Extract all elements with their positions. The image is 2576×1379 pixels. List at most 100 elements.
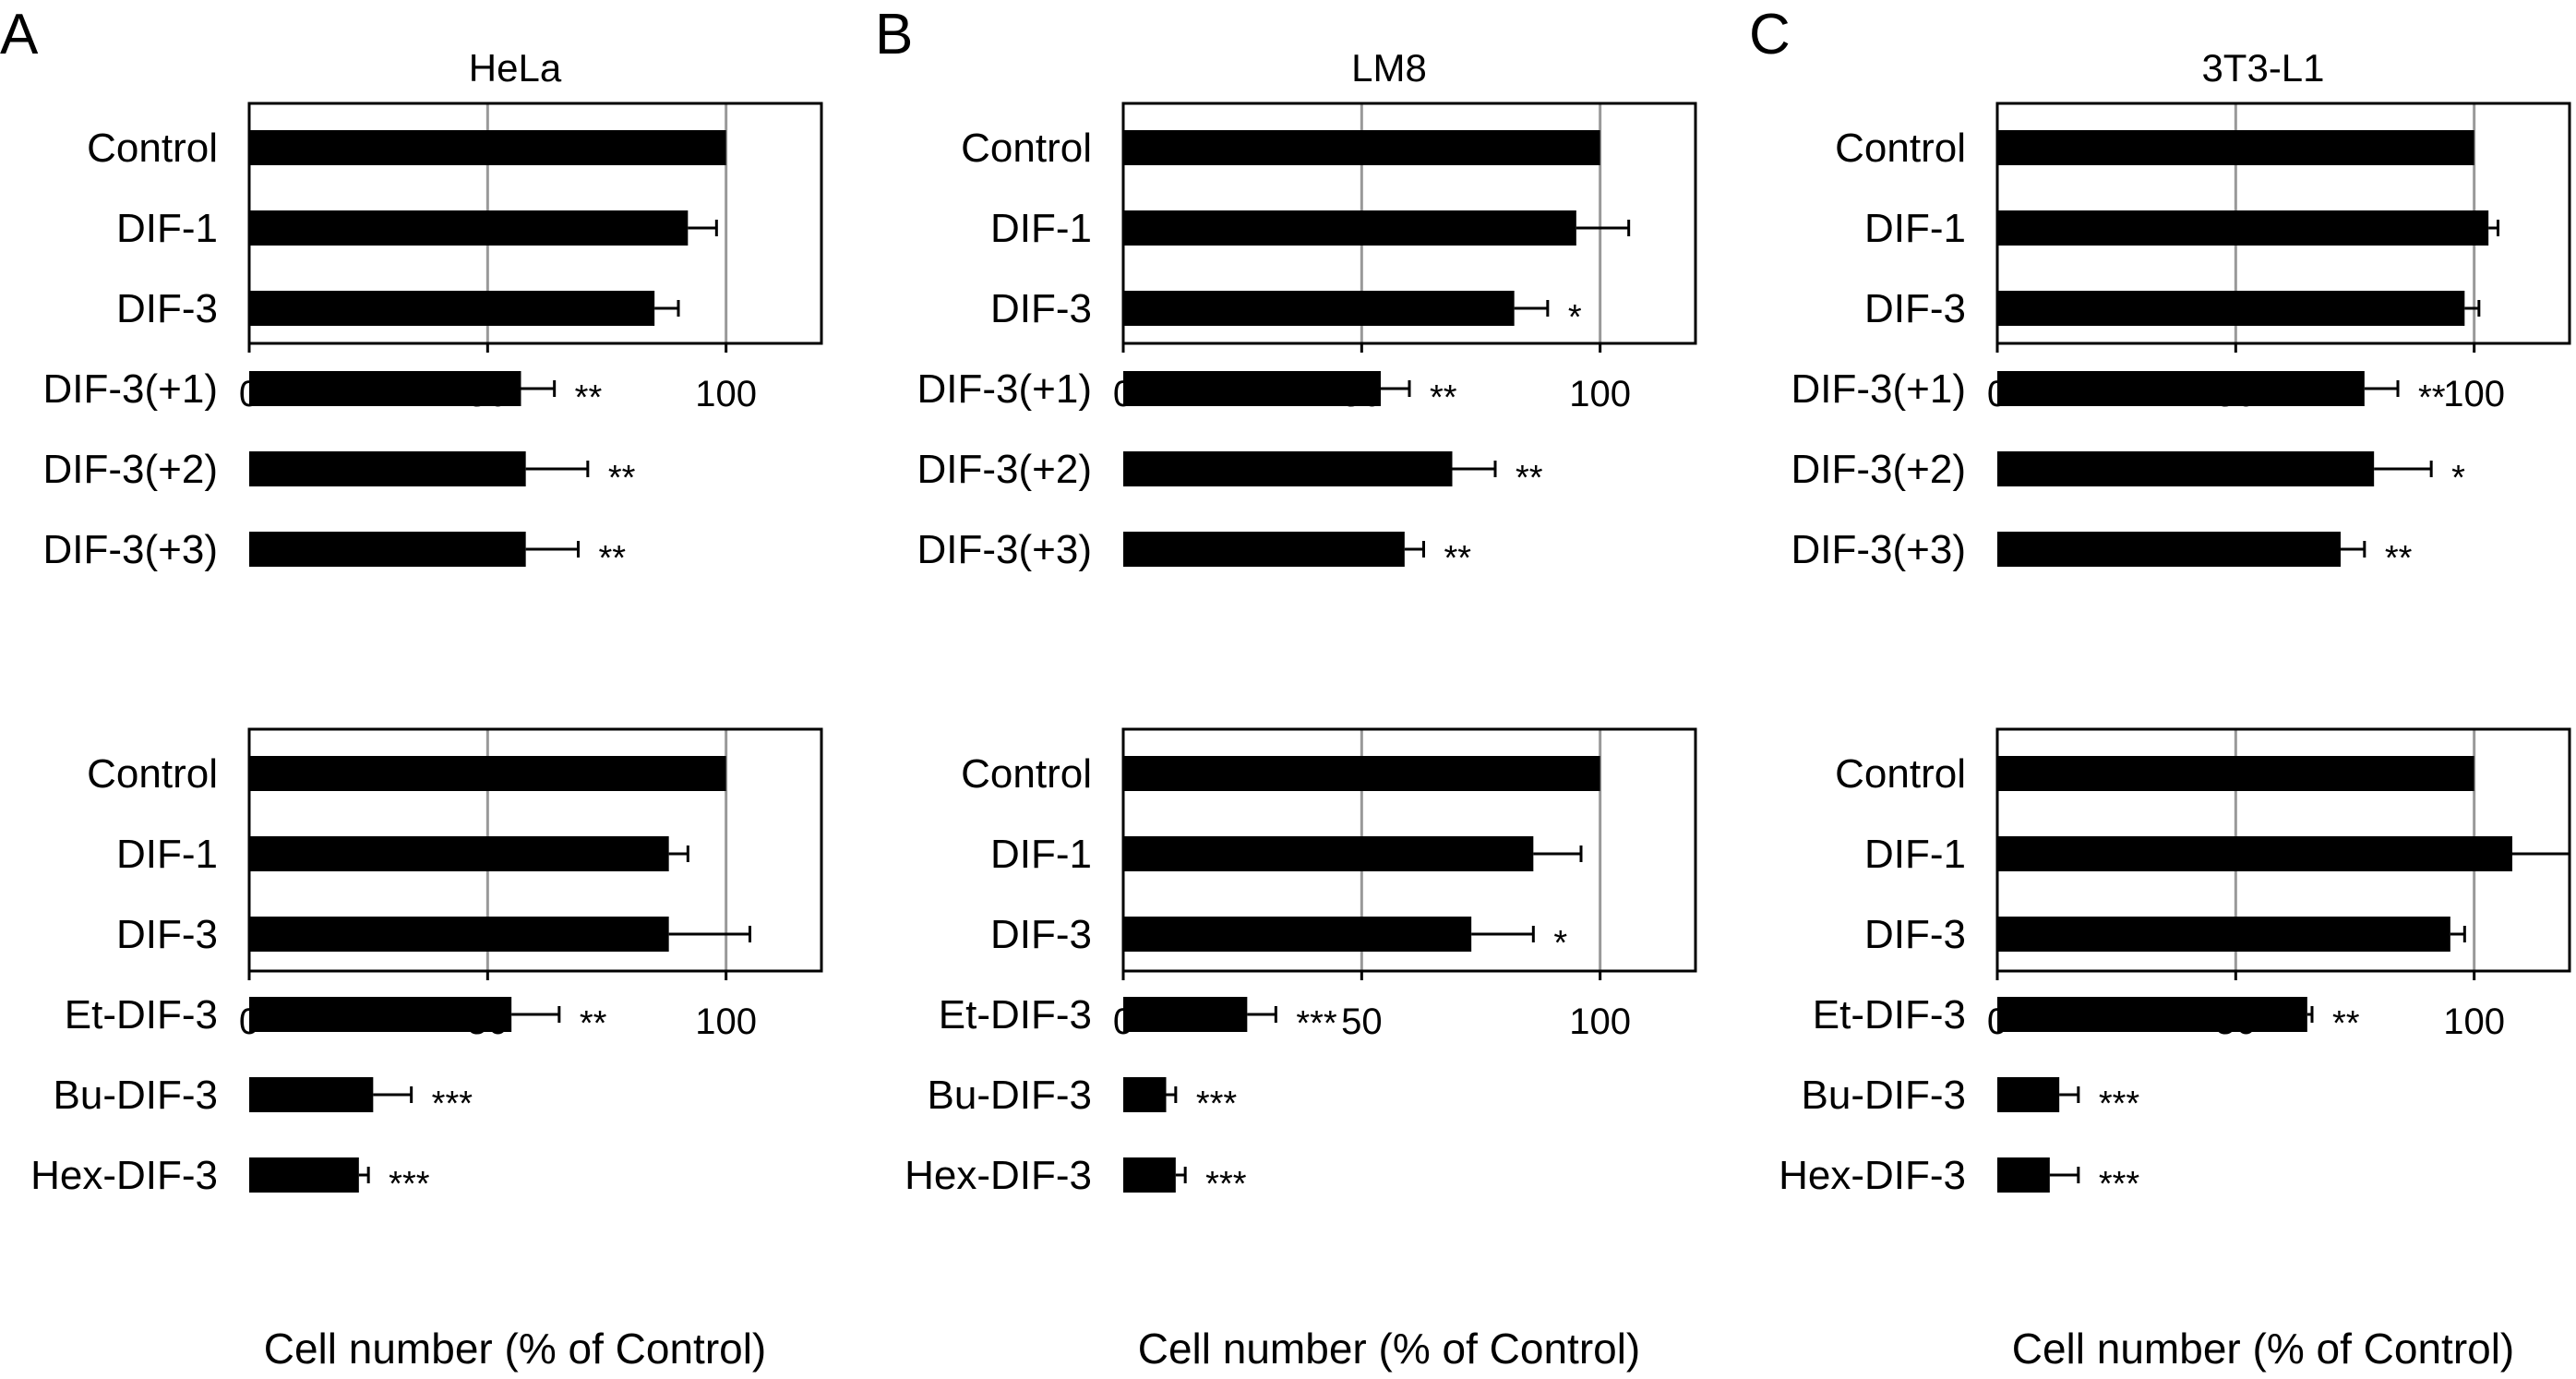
significance-p1-dif-3-2: **: [608, 459, 636, 498]
x-axis-title-b: Cell number (% of Control): [1138, 1325, 1641, 1373]
category-label-p5-dif-3: DIF-3: [990, 912, 1092, 957]
category-label-p4-et-dif-3: Et-DIF-3: [65, 992, 218, 1037]
bar-p5-et-dif-3: [1123, 997, 1247, 1032]
bar-p2-dif-3-2: [1123, 451, 1453, 486]
x-axis-titles: Cell number (% of Control) Cell number (…: [264, 1325, 2515, 1373]
category-label-p1-dif-3: DIF-3: [116, 286, 218, 331]
category-label-p3-dif-3-1: DIF-3(+1): [1791, 366, 1966, 412]
tick-label-p4-0: 0: [239, 1001, 259, 1042]
significance-p2-dif-3-3: **: [1444, 539, 1472, 578]
category-label-p4-dif-1: DIF-1: [116, 832, 218, 877]
bar-p6-bu-dif-3: [1997, 1077, 2059, 1112]
chart-p6: ControlDIF-1DIF-3Et-DIF-3**Bu-DIF-3***He…: [1779, 729, 2570, 1204]
category-label-p2-dif-3-3: DIF-3(+3): [917, 527, 1092, 572]
significance-p2-dif-3: *: [1568, 298, 1582, 337]
tick-label-p2-50: 50: [1341, 374, 1383, 414]
bar-p1-dif-3: [249, 291, 654, 326]
significance-p6-bu-dif-3: ***: [2099, 1085, 2140, 1123]
category-label-p2-dif-1: DIF-1: [990, 206, 1092, 251]
cell-line-title-hela: HeLa: [469, 46, 562, 90]
bar-p2-dif-3-3: [1123, 532, 1405, 567]
bar-p5-dif-1: [1123, 836, 1533, 871]
bar-p2-dif-1: [1123, 210, 1576, 246]
panel-letter-c: C: [1749, 3, 1791, 66]
bar-p3-dif-3-2: [1997, 451, 2374, 486]
significance-p4-hex-dif-3: ***: [389, 1165, 430, 1204]
x-axis-title-a: Cell number (% of Control): [264, 1325, 767, 1373]
charts: ControlDIF-1DIF-3DIF-3(+1)**DIF-3(+2)**D…: [30, 103, 2570, 1204]
category-label-p6-hex-dif-3: Hex-DIF-3: [1779, 1153, 1966, 1198]
significance-p2-dif-3-1: **: [1430, 378, 1457, 417]
category-label-p1-control: Control: [87, 126, 218, 171]
bar-p1-control: [249, 130, 726, 165]
chart-p5: ControlDIF-1DIF-3*Et-DIF-3***Bu-DIF-3***…: [905, 729, 1695, 1204]
bar-p3-dif-3-3: [1997, 532, 2341, 567]
bar-p5-dif-3: [1123, 917, 1471, 952]
category-label-p6-et-dif-3: Et-DIF-3: [1813, 992, 1966, 1037]
cell-line-titles: HeLa LM8 3T3-L1: [469, 46, 2325, 90]
tick-label-p3-100: 100: [2443, 374, 2505, 414]
significance-p5-et-dif-3: ***: [1296, 1004, 1337, 1043]
significance-p6-hex-dif-3: ***: [2099, 1165, 2140, 1204]
cell-line-title-3t3-l1: 3T3-L1: [2201, 46, 2324, 90]
category-label-p5-bu-dif-3: Bu-DIF-3: [928, 1073, 1092, 1118]
category-label-p3-dif-1: DIF-1: [1864, 206, 1966, 251]
bar-p5-bu-dif-3: [1123, 1077, 1167, 1112]
tick-label-p6-100: 100: [2443, 1001, 2505, 1042]
bar-p3-dif-1: [1997, 210, 2488, 246]
category-label-p2-dif-3-2: DIF-3(+2): [917, 447, 1092, 492]
chart-p4: ControlDIF-1DIF-3Et-DIF-3**Bu-DIF-3***He…: [30, 729, 821, 1204]
bar-p5-hex-dif-3: [1123, 1157, 1176, 1193]
significance-p3-dif-3-1: **: [2418, 378, 2446, 417]
tick-label-p2-0: 0: [1113, 374, 1133, 414]
category-label-p6-dif-1: DIF-1: [1864, 832, 1966, 877]
significance-p5-dif-3: *: [1553, 924, 1567, 963]
bar-p4-bu-dif-3: [249, 1077, 373, 1112]
chart-p2: ControlDIF-1DIF-3*DIF-3(+1)**DIF-3(+2)**…: [917, 103, 1695, 578]
category-label-p1-dif-3-3: DIF-3(+3): [43, 527, 218, 572]
tick-label-p4-100: 100: [695, 1001, 757, 1042]
category-label-p3-dif-3-3: DIF-3(+3): [1791, 527, 1966, 572]
bar-p1-dif-3-2: [249, 451, 526, 486]
tick-label-p5-50: 50: [1341, 1001, 1383, 1042]
category-label-p4-control: Control: [87, 751, 218, 797]
significance-p3-dif-3-2: *: [2451, 459, 2465, 498]
bar-p4-dif-1: [249, 836, 669, 871]
significance-p1-dif-3-3: **: [599, 539, 627, 578]
significance-p4-et-dif-3: **: [580, 1004, 607, 1043]
bar-p1-dif-1: [249, 210, 688, 246]
panel-letters: A B C: [0, 3, 1791, 66]
tick-label-p1-50: 50: [467, 374, 509, 414]
chart-p3: Control DIF-1 DIF-3 DIF-3(+1) ** DIF-3(+2) * DI…: [1791, 103, 2570, 578]
bar-p3-control: [1997, 130, 2474, 165]
bar-p2-dif-3: [1123, 291, 1515, 326]
cell-line-title-lm8: LM8: [1351, 46, 1427, 90]
bar-p6-hex-dif-3: [1997, 1157, 2050, 1193]
category-label-p1-dif-3-1: DIF-3(+1): [43, 366, 218, 412]
significance-p5-hex-dif-3: ***: [1205, 1165, 1247, 1204]
bar-p4-control: [249, 756, 726, 791]
tick-label-p5-0: 0: [1113, 1001, 1133, 1042]
category-label-p2-control: Control: [961, 126, 1092, 171]
chart-p1: Control DIF-1 DIF-3 DIF-3(+1) ** DIF-3(+2) ** D…: [43, 103, 821, 578]
category-label-p6-control: Control: [1835, 751, 1966, 797]
panel-letter-b: B: [875, 3, 913, 66]
category-label-p4-dif-3: DIF-3: [116, 912, 218, 957]
bar-p6-dif-1: [1997, 836, 2512, 871]
tick-label-p3-0: 0: [1987, 374, 2007, 414]
category-label-p2-dif-3: DIF-3: [990, 286, 1092, 331]
bar-p6-control: [1997, 756, 2474, 791]
category-label-p1-dif-3-2: DIF-3(+2): [43, 447, 218, 492]
category-label-p3-dif-3: DIF-3: [1864, 286, 1966, 331]
significance-p2-dif-3-2: **: [1516, 459, 1543, 498]
significance-p4-bu-dif-3: ***: [432, 1085, 473, 1123]
bar-p6-et-dif-3: [1997, 997, 2307, 1032]
category-label-p6-bu-dif-3: Bu-DIF-3: [1802, 1073, 1966, 1118]
bar-p4-dif-3: [249, 917, 669, 952]
category-label-p3-dif-3-2: DIF-3(+2): [1791, 447, 1966, 492]
category-label-p5-dif-1: DIF-1: [990, 832, 1092, 877]
tick-label-p1-0: 0: [239, 374, 259, 414]
category-label-p3-control: Control: [1835, 126, 1966, 171]
category-label-p1-dif-1: DIF-1: [116, 206, 218, 251]
